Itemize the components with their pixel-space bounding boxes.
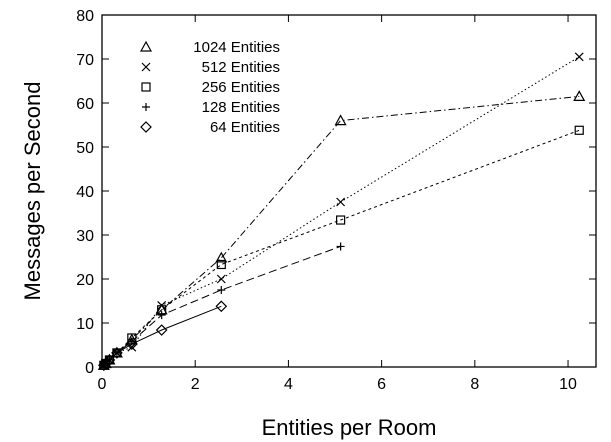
series-group <box>97 52 586 372</box>
series-line <box>103 129 580 366</box>
data-point <box>334 114 347 126</box>
series-diamond <box>98 300 228 372</box>
x-tick-label: 4 <box>284 376 293 393</box>
axis-ticks: 0 2 4 6 8 10 0 10 20 30 40 50 60 70 80 <box>76 8 596 393</box>
legend: 1024 Entities 512 Entities 256 Entities 128… <box>139 39 280 136</box>
data-point <box>99 361 108 370</box>
y-tick-label: 30 <box>76 228 94 245</box>
series-line <box>103 305 222 366</box>
y-tick-label: 40 <box>76 184 94 201</box>
legend-label: 512 Entities <box>202 59 280 76</box>
data-point <box>127 342 137 352</box>
data-point <box>155 324 168 336</box>
legend-entry: 128 Entities <box>142 99 280 116</box>
data-point <box>216 259 226 270</box>
data-point <box>215 251 228 263</box>
data-point <box>215 300 228 313</box>
y-tick-label: 60 <box>76 96 94 113</box>
data-point <box>336 215 346 225</box>
legend-symbol <box>139 40 153 52</box>
legend-label: 64 Entities <box>210 119 280 136</box>
x-tick-label: 10 <box>559 376 577 393</box>
y-tick-label: 20 <box>76 272 94 289</box>
series-triangle <box>97 90 586 370</box>
legend-symbol <box>140 121 152 133</box>
data-point <box>574 52 584 62</box>
plot-frame <box>101 14 597 368</box>
legend-label: 128 Entities <box>202 99 280 116</box>
legend-entry: 1024 Entities <box>139 39 280 56</box>
legend-symbol <box>142 103 150 111</box>
y-tick-label: 50 <box>76 140 94 157</box>
data-point <box>216 274 226 284</box>
data-point <box>125 338 138 350</box>
data-point <box>99 357 112 370</box>
y-tick-label: 0 <box>85 360 94 377</box>
data-point <box>574 125 584 135</box>
y-tick-label: 70 <box>76 52 94 69</box>
series-line <box>103 56 580 366</box>
y-tick-label: 80 <box>76 8 94 25</box>
x-axis-title: Entities per Room <box>262 415 437 440</box>
x-tick-label: 2 <box>191 376 200 393</box>
series-square <box>99 125 584 370</box>
legend-label: 256 Entities <box>202 79 280 96</box>
x-tick-label: 6 <box>377 376 386 393</box>
legend-label: 1024 Entities <box>193 39 280 56</box>
y-tick-label: 10 <box>76 316 94 333</box>
data-point <box>157 311 166 320</box>
legend-entry: 512 Entities <box>141 59 280 76</box>
data-point <box>111 347 123 359</box>
x-tick-label: 0 <box>98 376 107 393</box>
series-line <box>103 245 341 366</box>
data-point <box>103 354 116 366</box>
data-point <box>336 197 346 207</box>
series-x <box>99 52 584 370</box>
data-point <box>336 242 345 251</box>
legend-entry: 256 Entities <box>141 79 280 96</box>
data-point <box>573 90 586 102</box>
x-tick-label: 8 <box>470 376 479 393</box>
legend-symbol <box>141 82 151 92</box>
y-axis-title: Messages per Second <box>20 82 45 301</box>
legend-entry: 64 Entities <box>140 119 280 136</box>
legend-symbol <box>141 62 151 72</box>
data-point <box>217 286 226 294</box>
